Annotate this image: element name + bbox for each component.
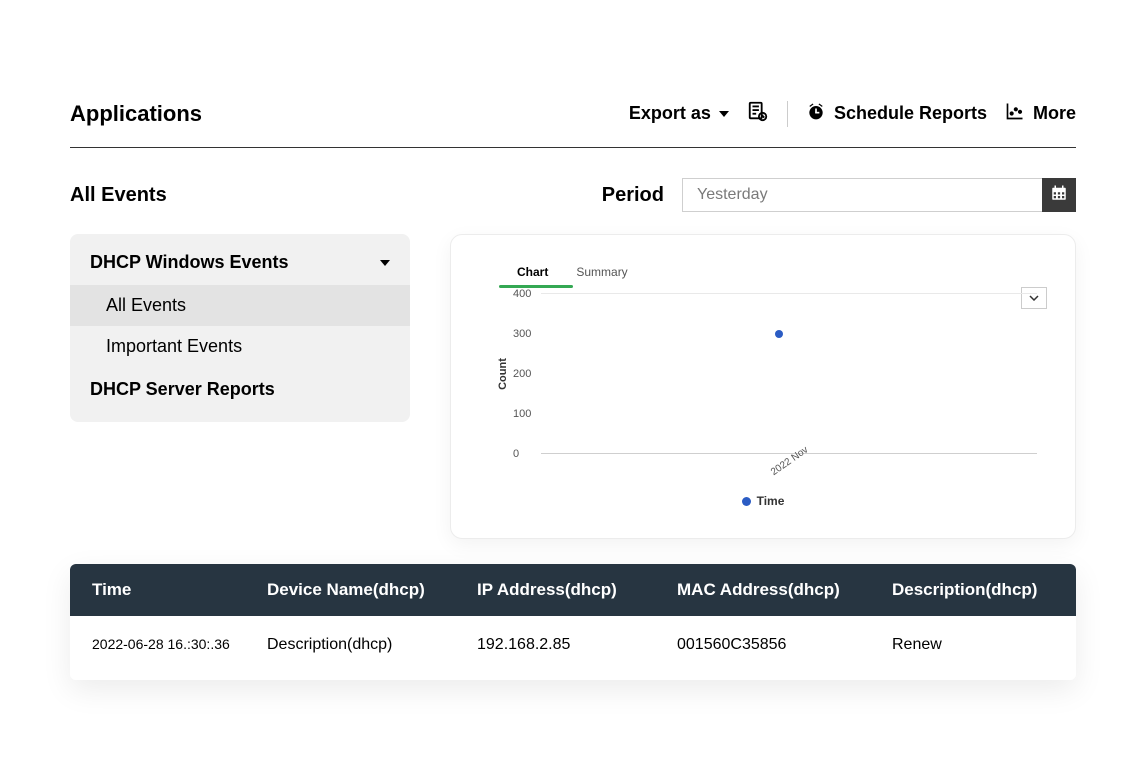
export-as-button[interactable]: Export as [629, 103, 729, 124]
cell-mac: 001560C35856 [677, 636, 892, 654]
filters-row: All Events Period [70, 178, 1076, 212]
legend-dot-icon [742, 497, 751, 506]
y-tick: 300 [513, 328, 531, 340]
sidebar-item-label: Important Events [106, 336, 242, 356]
y-axis-label: Count [497, 358, 509, 390]
cell-desc: Renew [892, 636, 1054, 654]
export-as-label: Export as [629, 103, 711, 124]
sidebar-item-all-events[interactable]: All Events [70, 285, 410, 326]
period-input[interactable] [682, 178, 1042, 212]
schedule-reports-label: Schedule Reports [834, 103, 987, 124]
sidebar-group-label: DHCP Server Reports [90, 379, 275, 399]
more-icon [1005, 101, 1025, 126]
period-label: Period [602, 184, 664, 207]
y-tick: 100 [513, 408, 531, 420]
chevron-down-icon [380, 260, 390, 266]
chart-legend: Time [479, 494, 1047, 508]
legend-label: Time [757, 494, 785, 508]
more-label: More [1033, 103, 1076, 124]
col-header-mac[interactable]: MAC Address(dhcp) [677, 580, 892, 600]
sidebar-item-label: All Events [106, 295, 186, 315]
cell-device: Description(dhcp) [267, 636, 477, 654]
chart-tabs: Chart Summary [517, 265, 1047, 283]
chart-card: Chart Summary Count 0 100 200 300 400 [450, 234, 1076, 539]
col-header-desc[interactable]: Description(dhcp) [892, 580, 1054, 600]
period-wrap: Period [602, 178, 1076, 212]
section-title: All Events [70, 184, 167, 207]
table-row[interactable]: 2022-06-28 16.:30:.36 Description(dhcp) … [70, 616, 1076, 680]
sidebar-group-dhcp-server[interactable]: DHCP Server Reports [70, 367, 410, 404]
x-tick-label: 2022 Nov [769, 444, 810, 478]
app-container: Applications Export as [0, 0, 1146, 783]
table-header: Time Device Name(dhcp) IP Address(dhcp) … [70, 564, 1076, 616]
data-point [775, 330, 783, 338]
col-header-ip[interactable]: IP Address(dhcp) [477, 580, 677, 600]
y-tick: 0 [513, 448, 519, 460]
chart-area: Count 0 100 200 300 400 2022 Nov [517, 294, 1037, 454]
chevron-down-icon [719, 111, 729, 117]
col-header-time[interactable]: Time [92, 580, 267, 600]
chart-tab-chart[interactable]: Chart [517, 265, 548, 283]
cell-ip: 192.168.2.85 [477, 636, 677, 654]
more-button[interactable]: More [1005, 101, 1076, 126]
divider [787, 101, 788, 127]
grid-line [541, 293, 1037, 294]
header-actions: Export as [629, 100, 1076, 127]
alarm-clock-icon [806, 101, 826, 126]
chart-tab-summary[interactable]: Summary [576, 265, 627, 283]
calendar-button[interactable] [1042, 178, 1076, 212]
sidebar-group-dhcp-windows[interactable]: DHCP Windows Events [70, 248, 410, 285]
y-tick: 200 [513, 368, 531, 380]
events-table: Time Device Name(dhcp) IP Address(dhcp) … [70, 564, 1076, 680]
sidebar-item-important-events[interactable]: Important Events [70, 326, 410, 367]
schedule-reports-button[interactable]: Schedule Reports [806, 101, 987, 126]
cell-time: 2022-06-28 16.:30:.36 [92, 636, 267, 654]
col-header-device[interactable]: Device Name(dhcp) [267, 580, 477, 600]
calendar-icon [1050, 184, 1068, 207]
page-title: Applications [70, 101, 202, 127]
report-history-icon[interactable] [747, 100, 769, 127]
chart-tab-underline [499, 285, 573, 288]
content-row: DHCP Windows Events All Events Important… [70, 234, 1076, 539]
sidebar: DHCP Windows Events All Events Important… [70, 234, 410, 422]
sidebar-group-label: DHCP Windows Events [90, 252, 289, 273]
period-input-wrap [682, 178, 1076, 212]
y-tick: 400 [513, 288, 531, 300]
header-row: Applications Export as [70, 100, 1076, 148]
